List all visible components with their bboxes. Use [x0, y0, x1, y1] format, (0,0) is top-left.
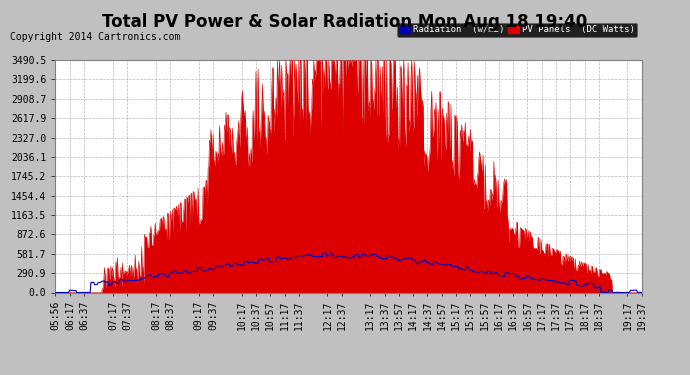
Text: Total PV Power & Solar Radiation Mon Aug 18 19:40: Total PV Power & Solar Radiation Mon Aug… — [102, 13, 588, 31]
Legend: Radiation  (w/m2), PV Panels  (DC Watts): Radiation (w/m2), PV Panels (DC Watts) — [397, 22, 637, 37]
Text: Copyright 2014 Cartronics.com: Copyright 2014 Cartronics.com — [10, 32, 181, 42]
